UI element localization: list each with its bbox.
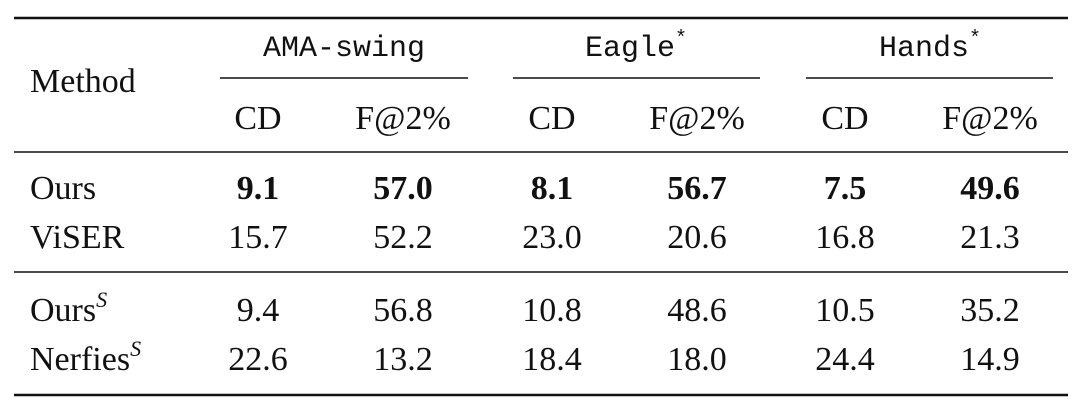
cell-value: 10.8	[522, 292, 582, 329]
metric-header: CD	[234, 100, 281, 137]
cell-value: 18.0	[667, 341, 727, 378]
method-name: OursS	[30, 287, 107, 329]
cell-value: 18.4	[522, 341, 582, 378]
group-header: Hands*	[879, 28, 981, 66]
cell-value: 23.0	[522, 219, 582, 256]
metric-header: F@2%	[355, 100, 451, 137]
method-label: Ours	[30, 170, 96, 207]
method-name: Ours	[30, 170, 96, 207]
cell-value: 15.7	[228, 219, 288, 256]
group-name: AMA-swing	[263, 32, 425, 66]
metric-header: CD	[528, 100, 575, 137]
cell-value: 21.3	[960, 219, 1020, 256]
cell-value: 13.2	[373, 341, 433, 378]
group-header: AMA-swing	[263, 32, 425, 66]
cell-value: 56.7	[667, 170, 727, 207]
method-label: ViSER	[30, 219, 125, 256]
cell-value: 9.4	[237, 292, 280, 329]
cell-value: 24.4	[815, 341, 875, 378]
method-label: Ours	[30, 292, 96, 329]
method-header: Method	[30, 63, 136, 100]
group-header: Eagle*	[585, 28, 687, 66]
cell-value: 22.6	[228, 341, 288, 378]
cell-value: 20.6	[667, 219, 727, 256]
cell-value: 16.8	[815, 219, 875, 256]
cell-value: 10.5	[815, 292, 875, 329]
method-name: NerfiesS	[30, 336, 141, 378]
cell-value: 9.1	[237, 170, 280, 207]
method-name: ViSER	[30, 219, 125, 256]
group-name: Hands	[879, 32, 969, 66]
cell-value: 35.2	[960, 292, 1020, 329]
cell-value: 57.0	[373, 170, 433, 207]
cell-value: 8.1	[531, 170, 574, 207]
method-sup: S	[96, 287, 107, 312]
method-sup: S	[130, 336, 141, 361]
cell-value: 14.9	[960, 341, 1020, 378]
group-mark: *	[969, 28, 981, 51]
group-mark: *	[675, 28, 687, 51]
cell-value: 52.2	[373, 219, 433, 256]
metric-header: F@2%	[942, 100, 1038, 137]
metric-header: CD	[821, 100, 868, 137]
cell-value: 49.6	[960, 170, 1020, 207]
metric-header: F@2%	[649, 100, 745, 137]
cell-value: 7.5	[824, 170, 867, 207]
group-name: Eagle	[585, 32, 675, 66]
cell-value: 56.8	[373, 292, 433, 329]
method-label: Nerfies	[30, 341, 130, 378]
cell-value: 48.6	[667, 292, 727, 329]
